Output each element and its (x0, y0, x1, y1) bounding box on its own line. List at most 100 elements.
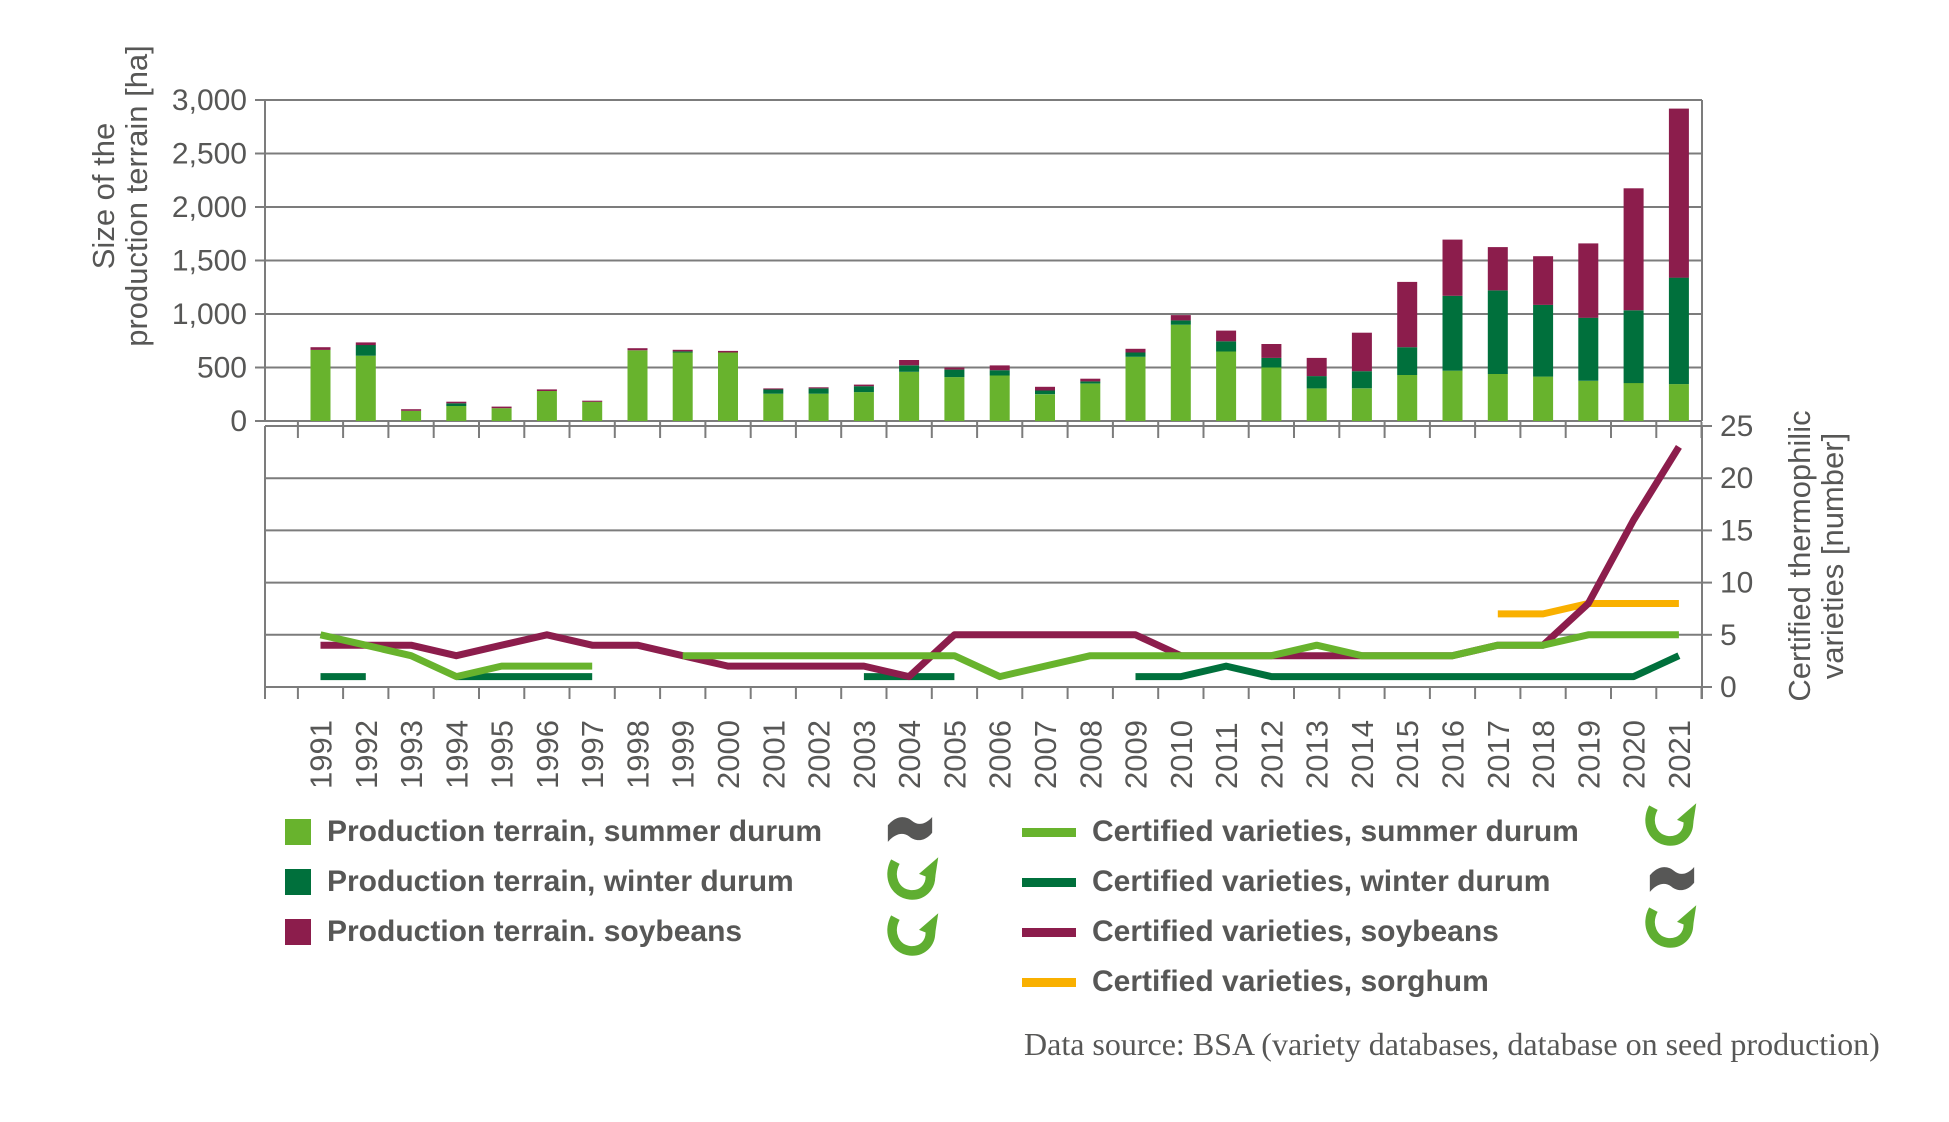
x-axis-label: 2019 (1571, 720, 1606, 789)
line-certified-varieties-summer-durum (319, 631, 1679, 681)
bar-segment (401, 410, 422, 421)
bar-segment (989, 365, 1010, 371)
x-axis-label: 2003 (847, 720, 882, 789)
bar-segment (1035, 390, 1055, 395)
x-axis-label: 2006 (983, 720, 1018, 789)
bar-1995 (491, 406, 512, 421)
bar-segment (1170, 315, 1191, 321)
x-axis-label: 2008 (1073, 720, 1108, 789)
bar-2008 (1080, 378, 1101, 422)
legend-label-varieties-sorghum: Certified varieties, sorghum (1092, 965, 1489, 998)
bar-segment (899, 360, 920, 366)
x-axis-label: 2021 (1662, 720, 1697, 789)
bar-segment (491, 408, 512, 421)
bar-segment (1397, 281, 1418, 348)
bar-segment (1351, 332, 1372, 372)
bar-segment (1080, 383, 1101, 422)
bar-segment (1442, 370, 1463, 421)
bar-segment (1035, 386, 1055, 391)
bar-1997 (582, 400, 603, 421)
bar-2002 (808, 387, 829, 421)
bar-segment (401, 409, 422, 411)
bar-segment (627, 350, 648, 421)
bar-segment (672, 349, 693, 352)
bar-segment (1216, 330, 1237, 342)
bar-2020 (1623, 188, 1644, 421)
legend-item-terrain-winter: Production terrain, winter durum (285, 865, 794, 899)
bar-segment (446, 406, 467, 421)
circular-arrow-icon (884, 852, 940, 908)
bar-segment (1533, 256, 1554, 305)
charts-svg: 0 500 1,000 1,500 2,000 2,500 3,000 0 5 10 15 20 25 1… (86, 45, 1850, 789)
legend-swatch-varieties-sorghum (1022, 977, 1076, 987)
x-axis-label: 2012 (1254, 720, 1289, 789)
upper-y-tick-label: 2,000 (172, 191, 247, 224)
legend-item-terrain-summer: Production terrain, summer durum (285, 815, 822, 849)
x-axis-label: 1999 (666, 720, 701, 789)
legend-label-varieties-soybeans: Certified varieties, soybeans (1092, 915, 1499, 948)
bar-segment (672, 352, 693, 421)
legend-swatch-terrain-soybeans (285, 919, 311, 945)
bar-segment (1125, 352, 1146, 357)
axis-title-line: production terrain [ha] (119, 45, 154, 347)
bar-segment (1125, 348, 1146, 353)
bar-segment (853, 384, 874, 387)
lower-y-tick-label: 5 (1720, 619, 1737, 652)
bar-segment (944, 367, 965, 370)
x-axis-label: 2004 (892, 720, 927, 789)
bar-1996 (536, 389, 557, 421)
bar-segment (1487, 290, 1508, 374)
bar-segment (1668, 277, 1689, 385)
legend-item-varieties-summer: Certified varieties, summer durum (1022, 815, 1579, 849)
bar-2015 (1397, 281, 1418, 421)
bar-segment (808, 387, 829, 389)
legend-label-varieties-summer: Certified varieties, summer durum (1092, 815, 1579, 848)
bar-segment (718, 352, 738, 421)
lower-y-tick-label: 0 (1720, 671, 1737, 704)
bar-segment (808, 393, 829, 421)
bar-segment (355, 342, 376, 346)
bar-2012 (1261, 344, 1282, 421)
bar-segment (446, 401, 467, 404)
x-axis-label: 1994 (439, 720, 474, 789)
bar-segment (672, 351, 693, 353)
bar-2005 (944, 367, 965, 421)
bar-segment (1170, 320, 1191, 325)
legend-swatch-varieties-summer (1022, 827, 1076, 837)
x-axis-label: 2013 (1300, 720, 1335, 789)
x-axis-label: 1991 (304, 720, 339, 789)
bar-segment (1306, 357, 1327, 377)
bar-2006 (989, 365, 1010, 421)
legend-label-varieties-winter: Certified varieties, winter durum (1092, 865, 1551, 898)
bar-2018 (1533, 256, 1554, 421)
legend-label-terrain-soybeans: Production terrain. soybeans (327, 915, 743, 948)
bar-segment (1125, 356, 1146, 421)
bar-segment (536, 391, 557, 421)
legend-item-varieties-sorghum: Certified varieties, sorghum (1022, 965, 1489, 999)
bar-segment (1397, 375, 1418, 421)
bar-segment (1623, 310, 1644, 384)
bar-segment (763, 388, 784, 390)
x-axis-label: 1996 (530, 720, 565, 789)
axis-title-line: varieties [number] (1815, 433, 1850, 679)
x-axis-label: 2011 (1209, 722, 1244, 789)
legend-swatch-varieties-soybeans (1022, 927, 1076, 937)
bar-2014 (1351, 332, 1372, 421)
bar-segment (763, 393, 784, 421)
bar-2016 (1442, 239, 1463, 421)
legend-label-terrain-summer: Production terrain, summer durum (327, 815, 823, 848)
bar-segment (1035, 394, 1055, 422)
upper-y-tick-label: 500 (197, 352, 247, 385)
bar-segment (853, 392, 874, 421)
bar-segment (1442, 295, 1463, 371)
legend-item-varieties-winter: Certified varieties, winter durum (1022, 865, 1550, 899)
x-axis-label: 2015 (1390, 720, 1425, 789)
bar-segment (582, 401, 603, 421)
bar-segment (944, 369, 965, 378)
bar-segment (1487, 373, 1508, 421)
bar-2010 (1170, 315, 1191, 421)
upper-y-tick-label: 1,500 (172, 245, 247, 278)
bar-segment (1578, 380, 1599, 421)
bar-1998 (627, 348, 648, 421)
bar-segment (536, 389, 557, 391)
